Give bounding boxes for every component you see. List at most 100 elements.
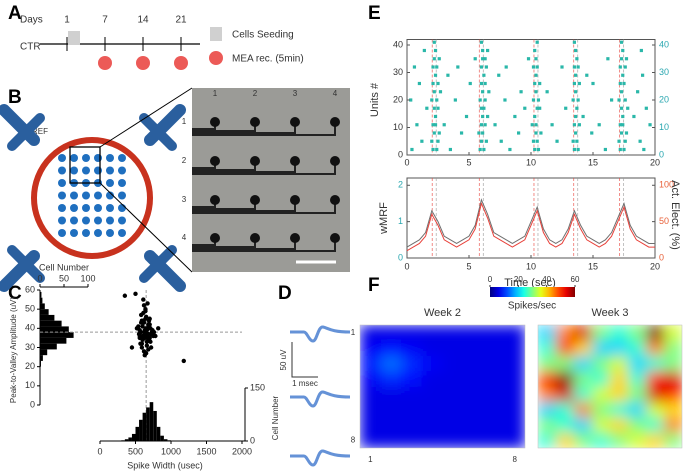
spike <box>432 131 436 135</box>
colorbar-tick-label: 60 <box>571 275 580 284</box>
scatter-point <box>139 341 145 346</box>
photo-electrode <box>210 117 220 127</box>
row-label: 1 <box>351 328 356 337</box>
spike <box>618 65 622 69</box>
heatmap-title: Week 3 <box>591 307 628 319</box>
legend-swatch <box>209 51 223 65</box>
spike <box>409 98 413 102</box>
y2-tick-label: 0 <box>659 252 664 262</box>
x-axis-label: Time (sec) <box>504 277 556 289</box>
heatmap-cell <box>463 386 485 403</box>
heatmap-cell <box>646 417 665 434</box>
spike <box>618 123 622 127</box>
spike <box>432 40 436 44</box>
spike <box>619 106 624 110</box>
y-tick-label: 60 <box>25 284 35 294</box>
scatter-point <box>147 326 152 331</box>
x-tick-label: 20 <box>650 157 660 167</box>
spike <box>597 123 601 127</box>
heatmap-cell <box>538 432 557 448</box>
x-tick-label: 20 <box>650 261 660 271</box>
electrode <box>94 154 102 162</box>
panel-label: A <box>8 3 22 24</box>
spike <box>618 81 622 86</box>
spike <box>623 65 627 69</box>
spike <box>619 131 624 135</box>
heatmap-cell <box>574 401 593 418</box>
scatter-point <box>138 312 144 318</box>
histogram-bar <box>146 407 150 441</box>
spike <box>536 147 541 152</box>
heatmap-cell <box>664 355 682 372</box>
spike <box>479 65 483 69</box>
x-tick-label: 500 <box>128 446 143 456</box>
heatmap-cell <box>628 417 647 434</box>
heatmap-cell <box>504 386 525 403</box>
spike <box>436 106 440 110</box>
panel-label: B <box>8 87 22 108</box>
electrode <box>58 204 66 212</box>
spike <box>572 123 576 127</box>
spike <box>603 147 607 152</box>
histogram-bar <box>163 439 168 441</box>
spike <box>519 90 523 94</box>
histogram-bar <box>153 410 157 441</box>
heatmap-cell <box>401 371 423 387</box>
heatmap-cell <box>360 340 382 357</box>
spike <box>539 131 543 135</box>
heatmap-cell <box>592 417 611 434</box>
spike <box>577 123 581 127</box>
spike <box>481 48 485 53</box>
heatmap-cell <box>360 417 382 434</box>
spike <box>574 114 578 119</box>
heatmap-cell <box>380 386 402 403</box>
y-axis-label: Peak-to-Valley Amplitude (uV) <box>9 297 18 403</box>
histogram-bar <box>135 426 140 441</box>
heatmap-cell <box>504 417 525 434</box>
heatmap-cell <box>610 417 629 434</box>
scatter-point <box>144 343 150 348</box>
electrode <box>118 166 126 175</box>
heatmap-cell <box>421 432 443 448</box>
heatmap-cell <box>401 401 423 418</box>
spike <box>534 90 538 94</box>
spike <box>415 123 419 127</box>
electrode <box>118 204 126 212</box>
spike <box>534 131 538 135</box>
heatmap-cell <box>360 371 382 387</box>
heatmap-cell <box>360 325 382 341</box>
spike <box>456 65 460 69</box>
x-tick-label: 0 <box>37 273 42 283</box>
spike <box>436 81 440 86</box>
spike <box>483 57 487 61</box>
spike <box>572 65 576 69</box>
panel-label: C <box>8 283 22 304</box>
panel-label: E <box>368 3 381 24</box>
scatter-point <box>141 303 147 308</box>
heatmap-cell <box>574 340 593 357</box>
y-tick-label: 0 <box>30 399 35 409</box>
histogram-bar <box>40 314 55 321</box>
x-tick-label: 15 <box>588 261 598 271</box>
y-tick-label: 0 <box>250 435 255 445</box>
spike <box>486 48 490 53</box>
colorbar-tick-label: 20 <box>514 275 523 284</box>
spike <box>493 123 497 127</box>
heatmap-cell <box>442 401 464 418</box>
spike <box>431 81 435 86</box>
spike <box>638 139 642 143</box>
electrode <box>106 179 114 187</box>
spike <box>464 114 469 119</box>
spike <box>534 73 538 77</box>
spike <box>550 123 554 127</box>
heatmap-cell <box>483 355 505 372</box>
recording-marker <box>136 56 150 70</box>
scatter-point <box>147 335 152 341</box>
colorbar-tick-label: 40 <box>542 275 551 284</box>
spike <box>533 147 537 152</box>
scatter-point <box>145 301 150 306</box>
heatmap-cell <box>421 340 443 357</box>
spike <box>484 65 488 69</box>
spike <box>433 123 438 127</box>
heatmap-cell <box>574 325 593 341</box>
